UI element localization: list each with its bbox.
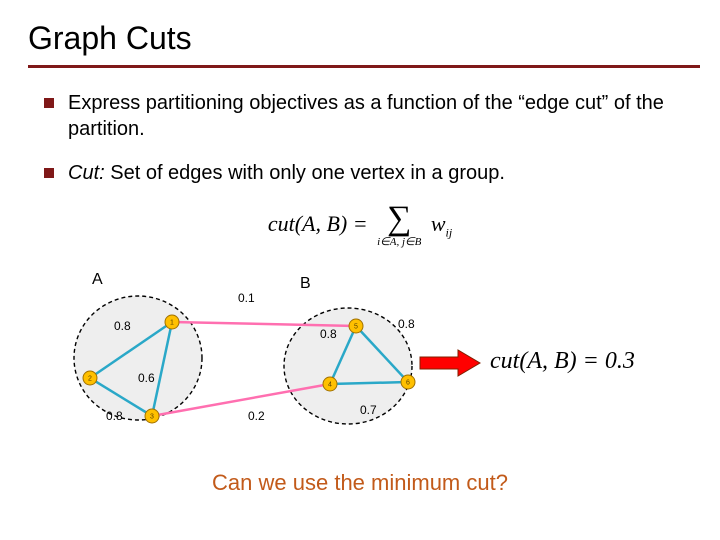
bullet-item: Cut: Set of edges with only one vertex i… [44,160,680,186]
edge-weight: 0.8 [320,327,337,341]
bullet-text: Express partitioning objectives as a fun… [68,90,680,142]
edge-weight: 0.1 [238,291,255,305]
bullet-lead: Cut: [68,162,105,184]
edge-weight: 0.6 [138,371,155,385]
bullet-item: Express partitioning objectives as a fun… [44,90,680,142]
bullet-list: Express partitioning objectives as a fun… [0,68,720,186]
bullet-icon [44,98,54,108]
formula-lhs: cut(A, B) = [268,211,368,236]
cut-result: cut(A, B) = 0.3 [490,348,635,375]
footer-question: Can we use the minimum cut? [0,470,720,496]
bullet-rest: Set of edges with only one vertex in a g… [105,162,505,184]
arrow-icon [418,348,482,383]
cut-formula: cut(A, B) = ∑ i∈A, j∈B wij [0,204,720,248]
node-id: 2 [88,376,92,383]
formula-rhs-sub: ij [446,225,453,239]
node-id: 3 [150,414,154,421]
bullet-text: Cut: Set of edges with only one vertex i… [68,160,505,186]
formula-rhs: w [431,211,446,236]
edge-weight: 0.8 [398,317,415,331]
page-title: Graph Cuts [0,0,720,65]
node-id: 4 [328,382,332,389]
bullet-icon [44,168,54,178]
edge-weight: 0.8 [114,319,131,333]
group-ellipse [74,296,202,420]
group-label: A [92,271,103,288]
sigma-icon: ∑ i∈A, j∈B [377,204,421,248]
node-id: 1 [170,320,174,327]
graph-svg: 1 2 3 4 5 6 0.8 0.6 0.8 0.8 0.8 0.7 0.1 0.2 A B [30,258,450,458]
graph-diagram: 1 2 3 4 5 6 0.8 0.6 0.8 0.8 0.8 0.7 0.1 0.2 A B cut(A, … [0,258,720,468]
formula-sub: i∈A, j∈B [377,235,421,248]
arrow-shape [420,350,480,376]
edge-weight: 0.7 [360,403,377,417]
group-label: B [300,275,311,292]
node-id: 5 [354,324,358,331]
node-id: 6 [406,380,410,387]
edge-weight: 0.2 [248,409,265,423]
edge-weight: 0.8 [106,409,123,423]
